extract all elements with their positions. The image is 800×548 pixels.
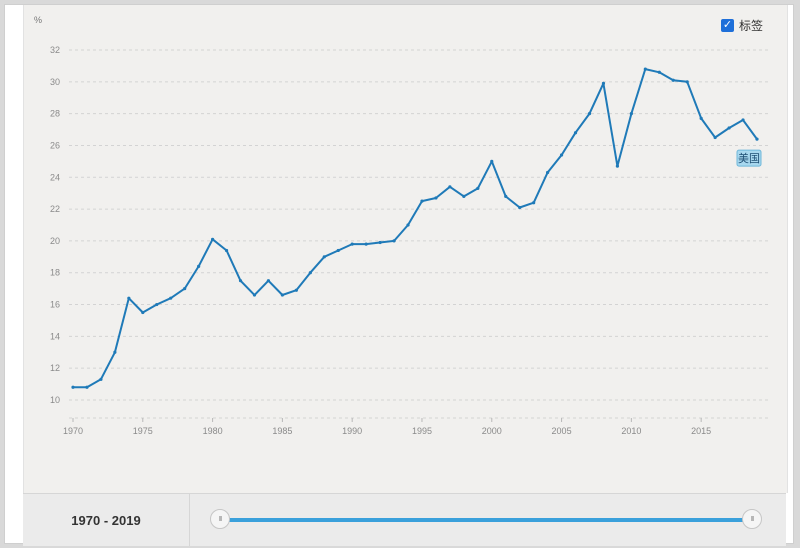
data-point — [476, 186, 480, 191]
range-end-handle[interactable]: III — [742, 509, 762, 529]
y-tick-label: 28 — [50, 109, 60, 119]
data-point — [127, 296, 131, 300]
x-tick-label: 1995 — [412, 426, 432, 436]
range-slider-track[interactable] — [220, 518, 752, 522]
data-point — [629, 112, 633, 116]
y-tick-label: 22 — [50, 204, 60, 214]
range-start-handle[interactable]: III — [210, 509, 230, 529]
data-point — [490, 159, 494, 163]
data-point — [183, 287, 187, 291]
x-tick-label: 2015 — [691, 426, 711, 436]
data-point — [504, 194, 508, 198]
data-point — [99, 377, 103, 381]
data-point — [224, 248, 229, 253]
y-tick-label: 30 — [50, 77, 60, 87]
time-range-footer: 1970 - 2019 III III — [23, 493, 786, 546]
data-point — [294, 288, 298, 292]
y-tick-label: 14 — [50, 331, 60, 341]
series-line — [73, 68, 758, 389]
y-tick-label: 16 — [50, 300, 60, 310]
x-tick-label: 2000 — [482, 426, 502, 436]
data-point — [420, 199, 424, 203]
x-tick-label: 1975 — [133, 426, 153, 436]
label-checkbox[interactable]: ✓ — [720, 19, 734, 32]
chart-panel: % 10 12 14 16 18 20 22 24 26 28 30 32 1970 1975 1980 198… — [23, 5, 788, 493]
data-point — [699, 116, 703, 121]
data-point — [210, 237, 215, 241]
data-point — [518, 205, 522, 210]
range-display: 1970 - 2019 — [23, 494, 190, 546]
data-point — [741, 118, 745, 122]
x-tick-label: 1990 — [342, 426, 362, 436]
x-tick-label: 1970 — [63, 426, 83, 436]
data-point — [169, 296, 173, 300]
data-point — [671, 78, 675, 82]
data-point — [336, 248, 340, 253]
line-chart: % 10 12 14 16 18 20 22 24 26 28 30 32 1970 1975 1980 198… — [34, 15, 769, 436]
data-point — [308, 271, 312, 275]
y-tick-label: 20 — [50, 236, 60, 246]
x-tick-label: 2010 — [621, 426, 641, 436]
data-point — [350, 242, 354, 246]
data-point — [615, 164, 620, 168]
data-point — [559, 153, 564, 157]
data-point — [364, 242, 368, 246]
x-tick-label: 1980 — [203, 426, 223, 436]
data-point — [601, 81, 606, 86]
y-tick-label: 10 — [50, 395, 60, 405]
data-point — [280, 293, 284, 297]
data-point — [141, 310, 145, 315]
y-tick-label: 26 — [50, 140, 60, 150]
data-point — [727, 126, 731, 130]
data-point — [238, 279, 243, 283]
data-point — [713, 135, 717, 140]
data-point — [71, 385, 75, 389]
data-point — [85, 385, 89, 389]
data-point — [322, 255, 326, 259]
data-point — [657, 70, 661, 74]
data-point — [197, 264, 201, 268]
data-point — [755, 137, 759, 141]
y-tick-label: 12 — [50, 363, 60, 373]
x-tick-label: 1985 — [272, 426, 292, 436]
data-point — [266, 279, 271, 283]
y-unit-label: % — [34, 15, 42, 25]
y-tick-label: 18 — [50, 268, 60, 278]
data-point — [573, 131, 578, 135]
y-tick-label: 32 — [50, 45, 60, 55]
data-point — [378, 240, 382, 245]
data-point — [448, 185, 452, 189]
label-toggle[interactable]: ✓ 标签 — [720, 17, 763, 34]
y-tick-label: 24 — [50, 172, 60, 182]
data-point — [392, 239, 396, 243]
chart-frame: % 10 12 14 16 18 20 22 24 26 28 30 32 1970 1975 1980 198… — [4, 4, 794, 546]
data-point — [643, 67, 647, 71]
series-label-box — [736, 149, 762, 167]
data-point — [406, 223, 410, 227]
series-label: 美国 — [738, 152, 760, 165]
data-point — [462, 194, 466, 198]
data-point — [113, 350, 117, 354]
data-point — [434, 196, 438, 200]
data-point — [155, 302, 159, 307]
data-point — [546, 170, 550, 175]
data-point — [532, 201, 536, 205]
data-point — [685, 80, 689, 84]
label-toggle-text: 标签 — [738, 19, 763, 33]
data-point — [252, 293, 257, 297]
data-point — [587, 112, 592, 116]
x-tick-label: 2005 — [552, 426, 572, 436]
